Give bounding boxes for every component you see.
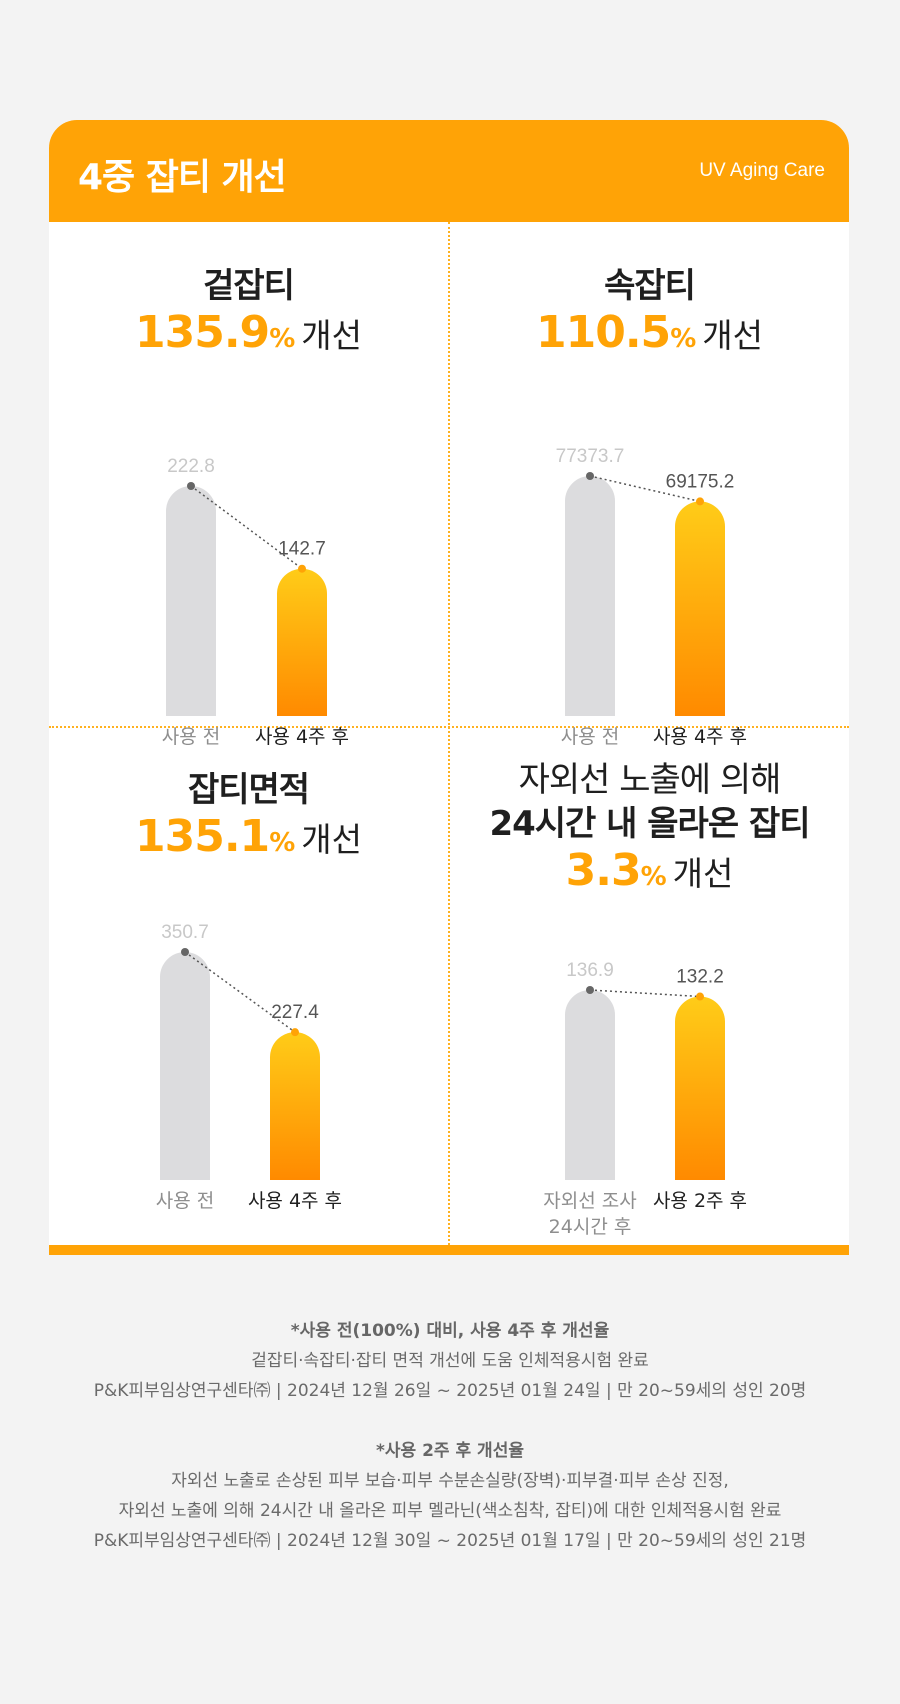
value-label-after: 69175.2 — [666, 471, 735, 492]
improvement-percent: 135.1 — [135, 811, 270, 862]
bar-before — [160, 952, 210, 1180]
percent-sign: % — [269, 324, 296, 354]
panel-title: 잡티면적 — [187, 770, 310, 810]
category-label-before: 사용 전 — [161, 726, 221, 748]
bar-chart: 350.7 227.4 — [160, 922, 320, 1180]
category-label-after: 사용 4주 후 — [254, 726, 350, 748]
bar-before — [166, 486, 216, 716]
bar-after — [270, 1032, 320, 1180]
category-label-before: 사용 전 — [155, 1190, 215, 1212]
bar-chart: 136.9 132.2 — [565, 960, 725, 1180]
bar-after — [277, 568, 327, 716]
card-bottom-bar — [49, 1245, 849, 1255]
point-after — [291, 1028, 299, 1037]
footnote-line: 자외선 노출에 의해 24시간 내 올라온 피부 멜라닌(색소침착, 잡티)에 … — [118, 1501, 782, 1521]
footnote-line: P&K피부임상연구센타㈜ | 2024년 12월 30일 ~ 2025년 01월… — [93, 1531, 807, 1551]
footnote-line: 자외선 노출로 손상된 피부 보습·피부 수분손실량(장벽)·피부결·피부 손상… — [171, 1471, 729, 1491]
point-before — [586, 986, 594, 994]
point-after — [696, 992, 704, 1001]
point-before — [181, 948, 189, 956]
value-label-after: 132.2 — [676, 967, 724, 988]
improvement-percent: 3.3 — [565, 845, 642, 896]
chart-panel-inner-spots: 속잡티 110.5% 개선 77373.7 69175.2 사용 전 사용 4주 후 — [450, 222, 849, 748]
category-label-after: 사용 2주 후 — [652, 1190, 748, 1212]
point-after — [298, 564, 306, 573]
footnote-line: P&K피부임상연구센타㈜ | 2024년 12월 26일 ~ 2025년 01월… — [93, 1381, 807, 1401]
value-label-after: 227.4 — [271, 1002, 319, 1023]
divider-vertical — [448, 222, 450, 1245]
panel-header: 속잡티 110.5% 개선 — [450, 264, 849, 367]
improvement-line: 135.1% 개선 — [49, 812, 448, 871]
panel-title-line2: 24시간 내 올라온 잡티 — [489, 804, 810, 844]
card-subtitle: UV Aging Care — [699, 160, 825, 181]
card-header: 4중 잡티 개선 UV Aging Care — [49, 120, 849, 222]
point-before — [586, 472, 594, 480]
value-label-before: 136.9 — [566, 960, 614, 981]
trend-dotted-line — [589, 475, 701, 503]
chart-panel-uv-spots: 자외선 노출에 의해 24시간 내 올라온 잡티 3.3% 개선 136.9 132… — [450, 728, 849, 1245]
chart-panel-spot-area: 잡티면적 135.1% 개선 350.7 227.4 사용 전 사용 4주 후 — [49, 728, 448, 1245]
improvement-word: 개선 — [702, 316, 763, 355]
improvement-word: 개선 — [301, 820, 362, 859]
bar-after — [675, 996, 725, 1180]
improvement-line: 110.5% 개선 — [450, 308, 849, 367]
panel-header: 잡티면적 135.1% 개선 — [49, 768, 448, 871]
footnote-line: 겉잡티·속잡티·잡티 면적 개선에 도움 인체적용시험 완료 — [251, 1351, 649, 1371]
bar-after — [675, 501, 725, 716]
bar-before — [565, 476, 615, 716]
percent-sign: % — [640, 862, 667, 892]
category-label-after: 사용 4주 후 — [247, 1190, 343, 1212]
result-card: 4중 잡티 개선 UV Aging Care 겉잡티 135.9% 개선 222.… — [49, 120, 849, 1255]
footnote-title-1: *사용 전(100%) 대비, 사용 4주 후 개선율 — [290, 1321, 610, 1341]
category-label-before: 자외선 조사 24시간 후 — [543, 1190, 637, 1238]
panel-title: 속잡티 — [604, 266, 696, 306]
value-label-before: 350.7 — [161, 922, 209, 943]
trend-dotted-line — [589, 989, 701, 998]
bar-chart: 77373.7 69175.2 — [556, 446, 735, 716]
trend-dotted-line — [190, 485, 303, 570]
percent-sign: % — [269, 828, 296, 858]
improvement-percent: 110.5 — [536, 307, 671, 358]
bar-before — [565, 990, 615, 1180]
category-label-after: 사용 4주 후 — [652, 726, 748, 748]
point-after — [696, 497, 704, 506]
category-label-before: 사용 전 — [560, 726, 620, 748]
footnote-title-2: *사용 2주 후 개선율 — [376, 1441, 524, 1461]
footnotes: *사용 전(100%) 대비, 사용 4주 후 개선율 겉잡티·속잡티·잡티 면… — [0, 1316, 900, 1556]
improvement-line: 3.3% 개선 — [450, 846, 849, 905]
divider-horizontal — [49, 726, 849, 728]
value-label-after: 142.7 — [278, 539, 326, 560]
bar-chart: 222.8 142.7 — [166, 456, 327, 716]
panel-header: 겉잡티 135.9% 개선 — [49, 264, 448, 367]
panel-title: 겉잡티 — [203, 266, 295, 306]
card-title: 4중 잡티 개선 — [78, 157, 287, 198]
improvement-percent: 135.9 — [135, 307, 270, 358]
improvement-word: 개선 — [672, 854, 734, 893]
improvement-word: 개선 — [301, 316, 362, 355]
chart-panel-outer-spots: 겉잡티 135.9% 개선 222.8 142.7 사용 전 사용 4주 후 — [49, 222, 448, 748]
percent-sign: % — [670, 324, 697, 354]
value-label-before: 77373.7 — [556, 446, 625, 467]
panel-header: 자외선 노출에 의해 24시간 내 올라온 잡티 3.3% 개선 — [450, 758, 849, 905]
panel-title: 자외선 노출에 의해 — [518, 760, 782, 800]
point-before — [187, 482, 195, 490]
value-label-before: 222.8 — [167, 456, 215, 477]
improvement-line: 135.9% 개선 — [49, 308, 448, 367]
